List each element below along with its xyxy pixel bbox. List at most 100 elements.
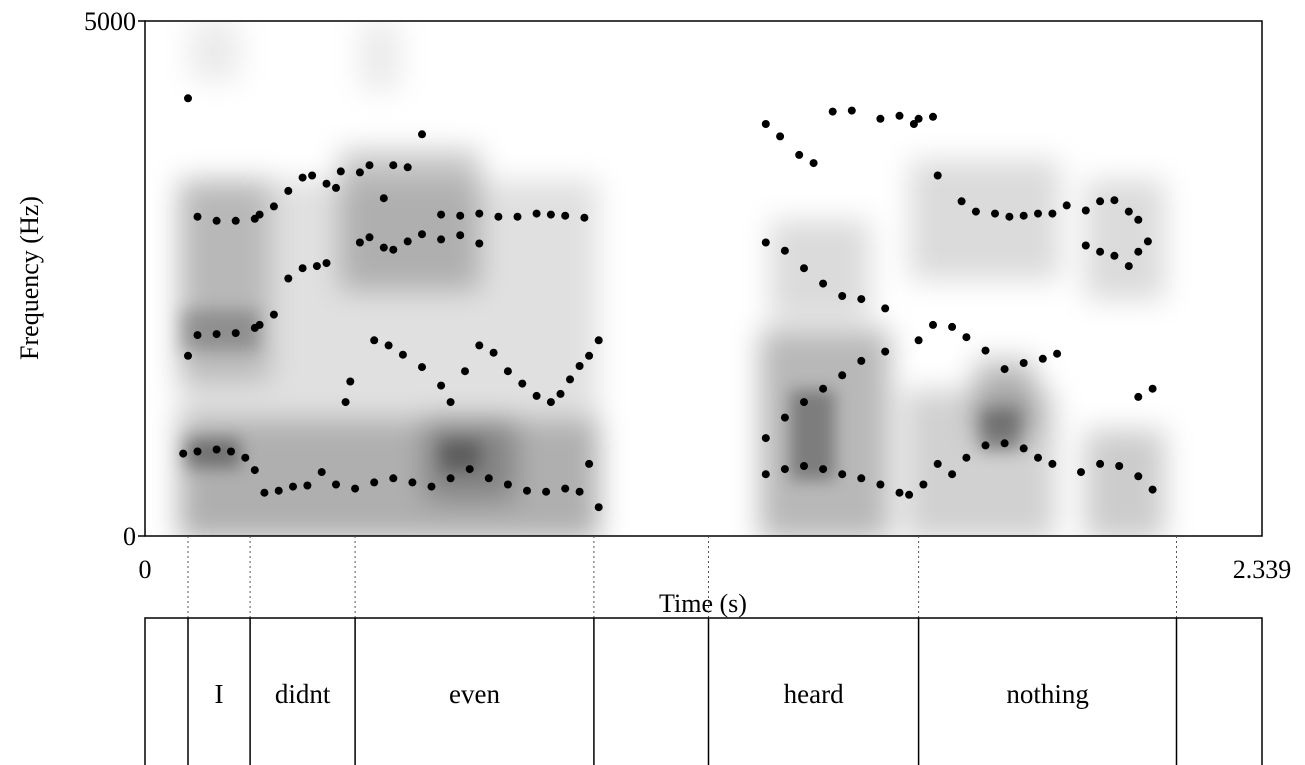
formant-point xyxy=(284,274,293,283)
formant-point xyxy=(212,445,221,454)
formant-point xyxy=(914,336,923,345)
formant-point xyxy=(355,168,364,177)
formant-point xyxy=(231,216,240,225)
formant-point xyxy=(212,330,221,339)
formant-point xyxy=(905,490,914,499)
formant-point xyxy=(193,447,202,456)
formant-point xyxy=(274,486,283,495)
formant-point xyxy=(809,159,818,168)
formant-point xyxy=(465,465,474,474)
formant-point xyxy=(761,120,770,128)
formant-point xyxy=(881,347,890,356)
formant-point xyxy=(289,482,297,491)
formant-point xyxy=(351,484,360,493)
formant-point xyxy=(929,112,937,121)
formant-point xyxy=(580,213,589,222)
formant-point xyxy=(838,470,847,479)
formant-point xyxy=(179,449,188,458)
formant-point xyxy=(475,239,484,248)
formant-point xyxy=(408,478,417,487)
tier-interval-label: heard xyxy=(784,679,844,709)
formant-point xyxy=(1110,196,1119,205)
formant-point xyxy=(857,474,866,483)
formant-point xyxy=(317,468,326,477)
formant-point xyxy=(1077,468,1085,477)
formant-point xyxy=(575,487,584,496)
formant-point xyxy=(819,384,828,393)
tier-interval-label: even xyxy=(449,679,500,709)
formant-point xyxy=(1134,215,1143,224)
formant-point xyxy=(532,391,541,400)
formant-point xyxy=(1034,209,1042,218)
formant-point xyxy=(561,484,570,493)
formant-point xyxy=(909,120,918,128)
formant-point xyxy=(1134,472,1143,481)
formant-point xyxy=(838,371,847,380)
formant-point xyxy=(475,209,484,218)
formant-point xyxy=(346,377,355,386)
formant-point xyxy=(389,161,398,170)
formant-point xyxy=(403,163,412,172)
formant-point xyxy=(780,465,789,474)
formant-point xyxy=(437,235,446,244)
formant-point xyxy=(828,107,837,116)
y-axis-label: Frequency (Hz) xyxy=(15,196,44,360)
formant-point xyxy=(269,202,278,211)
formant-point xyxy=(1143,237,1152,246)
formant-point xyxy=(341,398,350,407)
formant-point xyxy=(322,179,331,188)
formant-point xyxy=(876,480,885,489)
formant-point xyxy=(1081,241,1090,250)
formant-point xyxy=(761,434,770,443)
formant-point xyxy=(1034,453,1042,462)
formant-point xyxy=(513,212,522,221)
formant-point xyxy=(489,348,498,357)
formant-point xyxy=(336,167,345,176)
formant-point xyxy=(933,171,942,180)
formant-point xyxy=(795,150,804,159)
formant-point xyxy=(284,186,293,195)
formant-point xyxy=(418,363,426,372)
formant-point xyxy=(332,480,340,489)
formant-point xyxy=(184,351,192,360)
formant-point xyxy=(403,237,412,246)
formant-point xyxy=(847,106,856,115)
formant-point xyxy=(948,470,957,479)
formant-point xyxy=(456,211,465,220)
formant-point xyxy=(761,238,770,247)
formant-point xyxy=(800,264,808,273)
formant-point xyxy=(776,132,785,141)
formant-point xyxy=(962,333,971,342)
formant-point xyxy=(895,111,904,120)
formant-point xyxy=(1053,349,1062,358)
formant-point xyxy=(838,292,847,300)
formant-point xyxy=(585,351,594,360)
formant-point xyxy=(1134,392,1143,401)
x-axis-label: Time (s) xyxy=(659,589,747,618)
formant-point xyxy=(427,482,436,491)
formant-point xyxy=(542,487,551,496)
x-tick-label-min: 0 xyxy=(139,555,152,584)
formant-point xyxy=(518,379,527,388)
formant-points xyxy=(179,94,1157,512)
formant-point xyxy=(193,331,202,340)
formant-point xyxy=(881,304,890,313)
formant-point xyxy=(446,398,455,407)
formant-point xyxy=(255,210,264,219)
formant-point xyxy=(857,295,866,304)
formant-point xyxy=(1115,462,1124,470)
formant-point xyxy=(761,470,770,479)
formant-point xyxy=(546,210,555,219)
formant-point xyxy=(322,259,331,268)
formant-point xyxy=(780,246,789,255)
formant-point xyxy=(332,183,340,192)
spectrogram-background xyxy=(145,21,1262,536)
formant-point xyxy=(556,389,565,398)
formant-point xyxy=(1134,247,1143,256)
formant-point xyxy=(546,398,555,407)
formant-point xyxy=(503,480,512,489)
formant-point xyxy=(1062,201,1071,210)
formant-point xyxy=(212,216,221,225)
formant-point xyxy=(1096,459,1105,468)
